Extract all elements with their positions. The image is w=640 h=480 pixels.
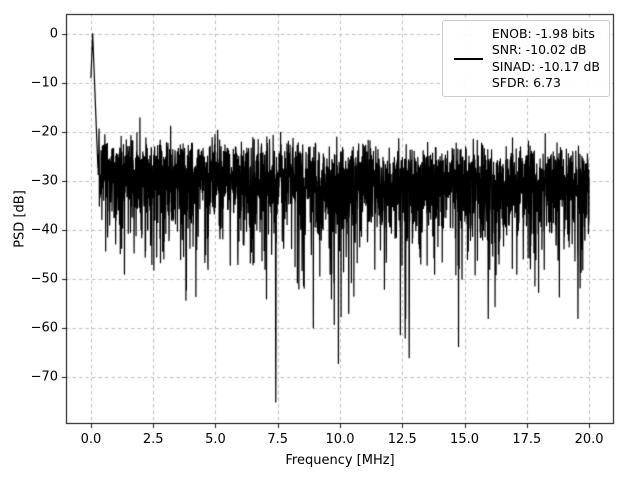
x-tick-label: 0.0 [80,432,102,447]
y-tick-label: 0 [49,26,58,42]
legend-line-sample [453,57,483,60]
y-tick-label: −30 [30,173,58,189]
legend-enob: ENOB: -1.98 bits [491,26,595,41]
legend-snr: SNR: -10.02 dB [491,42,587,58]
x-tick-label: 10.0 [325,432,355,447]
y-tick-label: −20 [30,124,58,140]
x-tick-label: 20.0 [574,432,604,447]
x-axis-label: Frequency [MHz] [285,453,395,468]
x-tick-label: 17.5 [512,432,542,447]
y-tick-label: −70 [30,369,58,385]
x-tick-label: 5.0 [205,432,226,447]
y-tick-label: −60 [30,320,58,336]
y-axis-label: PSD [dB] [12,190,28,248]
legend-text: ENOB: -1.98 bits SNR: -10.02 dB SINAD: -… [492,26,600,91]
y-tick-label: −50 [30,271,58,287]
x-tick-label: 2.5 [142,432,164,447]
x-tick-label: 7.5 [267,432,289,447]
legend-sfdr: SFDR: 6.73 [491,74,561,90]
x-tick-label: 15.0 [450,432,480,447]
x-tick-label: 12.5 [387,432,417,447]
y-tick-label: −40 [30,222,58,238]
y-tick-label: −10 [30,75,58,91]
legend-sinad: SINAD: -10.17 dB [491,58,600,74]
legend: ENOB: -1.98 bits SNR: -10.02 dB SINAD: -… [441,20,610,97]
